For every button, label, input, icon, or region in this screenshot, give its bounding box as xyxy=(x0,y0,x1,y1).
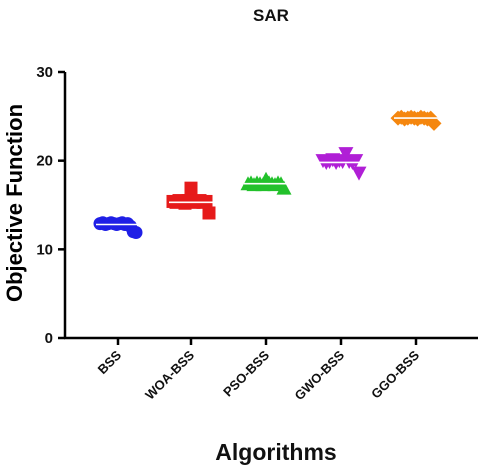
y-axis-label: Objective Function xyxy=(2,104,27,302)
series-ggo-bss xyxy=(390,109,442,131)
x-axis-label: Algorithms xyxy=(215,439,336,465)
y-tick-label: 30 xyxy=(36,64,53,81)
data-point xyxy=(202,206,216,220)
data-point xyxy=(426,115,442,131)
chart-title: SAR xyxy=(253,6,289,25)
y-tick-label: 10 xyxy=(36,241,53,258)
series-woa-bss xyxy=(166,181,216,220)
data-marks xyxy=(93,109,442,239)
series-gwo-bss xyxy=(315,147,367,181)
data-point xyxy=(338,147,354,162)
x-tick-label: WOA-BSS xyxy=(142,347,197,402)
x-tick-label: GGO-BSS xyxy=(368,347,422,401)
x-tick-label: PSO-BSS xyxy=(220,347,272,399)
data-point xyxy=(184,181,198,195)
series-bss xyxy=(93,216,143,239)
data-point xyxy=(129,225,143,239)
y-tick-label: 0 xyxy=(45,330,53,347)
series-pso-bss xyxy=(240,171,292,195)
y-tick-label: 20 xyxy=(36,153,53,170)
data-point xyxy=(348,154,364,169)
data-point xyxy=(276,180,292,195)
data-point xyxy=(351,166,367,181)
x-tick-label: GWO-BSS xyxy=(292,347,348,403)
x-tick-label: BSS xyxy=(95,347,125,377)
data-point xyxy=(199,194,213,208)
